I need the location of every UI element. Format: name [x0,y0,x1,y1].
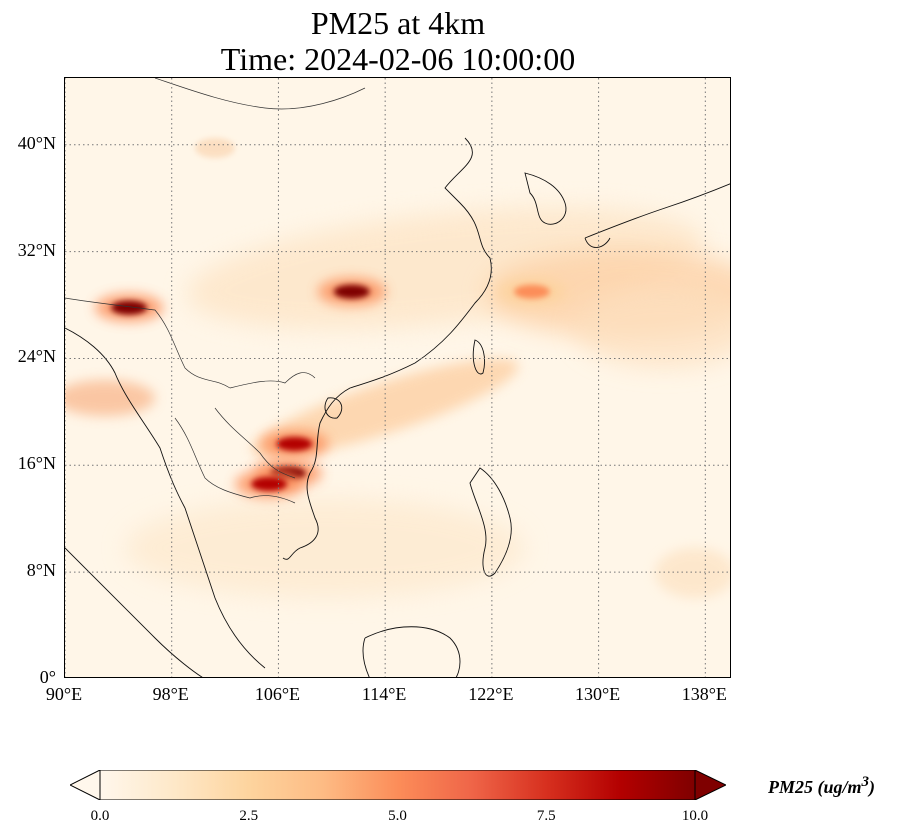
plume-core [111,300,148,315]
coastline-hainan [324,397,343,419]
concentration-field [65,138,730,598]
coastline-philippines [469,467,512,577]
colorbar-min-extend [68,769,101,801]
country-borders [65,78,366,504]
colorbar-tick-label: 5.0 [388,808,407,824]
plume-core [333,284,370,299]
colorbar-label: PM25 (ug/m3) [768,774,876,797]
plume-band-indochina [125,498,525,598]
lat-tick-label: 16°N [17,453,56,474]
chart-title-line-2: Time: 2024-02-06 10:00:00 [220,41,576,77]
coastline-taiwan [472,339,486,375]
pm25-map[interactable] [65,78,731,678]
colorbar-tick-label: 7.5 [536,808,556,824]
colorbar [68,769,728,801]
chart-title-line-1: PM25 at 4km [310,5,486,41]
lon-tick-label: 98°E [152,684,189,704]
coastline-korea [524,172,567,225]
colorbar-tick-label: 10.0 [681,808,709,824]
coastline-bay-of-bengal [65,327,186,509]
lat-tick-label: 0° [39,667,56,687]
plume-core [513,284,550,299]
lon-tick-label: 138°E [681,684,727,704]
coastline-borneo [362,626,461,677]
plume-core [276,436,313,451]
lon-tick-label: 90°E [45,684,83,704]
coastline-malay [184,507,266,669]
colorbar-ramp [99,769,696,801]
lon-tick-label: 122°E [468,684,514,704]
border-thailand [174,417,251,499]
plume-band-bay-of-bengal [65,380,155,416]
colorbar-graphic [68,769,728,801]
colorbar-max-extend [694,769,728,801]
lon-tick-label: 106°E [254,684,301,704]
lat-tick-label: 8°N [26,560,56,581]
coastline-china [282,137,492,560]
lat-tick-label: 32°N [17,239,56,260]
border-laos [214,407,296,479]
border-mongolia [154,78,366,110]
colorbar-tick-label: 0.0 [90,808,110,824]
colorbar-tick-label: 2.5 [239,808,259,824]
border-china-vietnam [229,372,316,389]
border-china-myanmar [65,297,231,389]
gridlines [65,78,730,677]
plume-core [251,477,288,492]
plume-band-east-pacific [655,548,730,598]
plume-band-north [195,138,235,158]
lon-tick-label: 114°E [361,684,407,704]
lon-tick-label: 130°E [574,684,621,704]
plume-band-pacific [575,288,730,368]
coastline-japan [584,183,730,248]
map-panel[interactable] [64,77,731,678]
lat-tick-label: 24°N [17,346,56,367]
lat-tick-label: 40°N [17,132,56,153]
border-cambodia [249,495,296,504]
